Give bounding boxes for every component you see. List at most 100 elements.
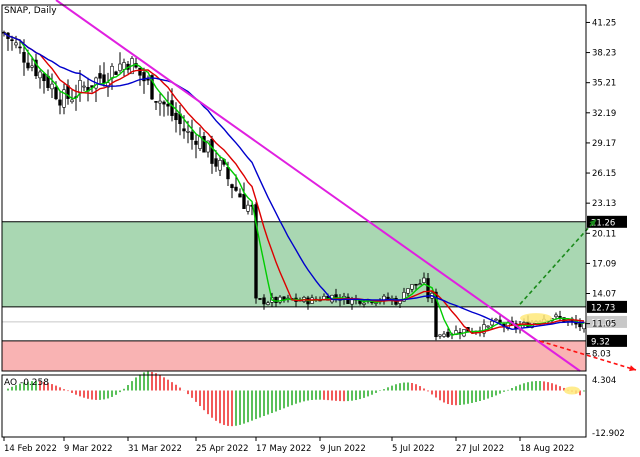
candle-body <box>210 138 214 164</box>
time-tick-label: 9 Jun 2022 <box>320 444 366 454</box>
candle-body <box>346 296 350 304</box>
ao-axis: 4.304 -12.902 <box>592 376 625 439</box>
ma-line-slow <box>3 32 585 331</box>
level-badge-11.22 <box>587 315 627 328</box>
candle-body <box>362 302 366 305</box>
candle-body <box>50 83 54 90</box>
candle-body <box>34 59 38 77</box>
trendline <box>55 0 581 372</box>
candle-body <box>150 75 154 100</box>
candle-body <box>490 320 494 326</box>
candle-body <box>122 62 126 70</box>
price-tick-label: 11.05 <box>592 320 616 330</box>
red-zone <box>2 340 586 371</box>
moving-averages <box>3 32 585 337</box>
price-tick-label: 23.13 <box>592 199 616 209</box>
candlestick-series <box>2 30 586 341</box>
candle-body <box>214 158 218 167</box>
level-badge-text-12.73: 12.73 <box>591 303 615 313</box>
candle-body <box>114 71 118 75</box>
candle-body <box>246 204 250 212</box>
candle-body <box>58 99 62 106</box>
candle-body <box>218 160 222 171</box>
price-tick-label: 41.25 <box>592 18 616 28</box>
forecast-arrows <box>519 218 637 372</box>
candle-body <box>418 283 422 286</box>
level-badge-21.26 <box>587 215 627 228</box>
ao-panel-frame <box>1 374 587 438</box>
price-tick-label: 20.11 <box>592 229 616 239</box>
candle-body <box>18 46 22 49</box>
candle-body <box>38 71 42 79</box>
candle-body <box>10 39 14 41</box>
candle-body <box>190 131 194 140</box>
price-tick-label: 17.09 <box>592 259 616 269</box>
ao-tick-label: -12.902 <box>592 429 625 439</box>
chart-frame <box>1 4 587 438</box>
forecast-arrow-down <box>539 340 637 371</box>
candle-body <box>558 316 562 318</box>
candle-body <box>494 318 498 321</box>
ao-title: AO -0.258 <box>4 378 49 388</box>
candle-body <box>334 294 338 298</box>
ao-tick-label: 4.304 <box>592 376 616 386</box>
candle-body <box>410 284 414 290</box>
level-badge-text-11.22: 11.22 <box>591 318 615 328</box>
candle-body <box>582 322 586 330</box>
chart-title: SNAP, Daily <box>4 6 57 16</box>
time-tick-label: 27 Jul 2022 <box>456 444 504 454</box>
price-axis: 41.25 38.23 35.21 32.19 29.17 26.15 23.13 20.11… <box>586 18 616 360</box>
level-badge-9.32 <box>587 334 627 347</box>
candle-body <box>274 296 278 303</box>
candle-body <box>158 100 162 104</box>
time-tick-label: 25 Apr 2022 <box>196 444 249 454</box>
candle-body <box>22 52 26 63</box>
candle-body <box>186 131 190 133</box>
candle-body <box>422 277 426 283</box>
forecast-arrow-up <box>519 218 597 305</box>
candle-body <box>442 333 446 337</box>
price-tick-label: 35.21 <box>592 79 616 89</box>
candle-body <box>278 296 282 303</box>
candle-body <box>102 74 106 84</box>
highlight-marker <box>520 313 552 324</box>
candle-body <box>146 78 150 81</box>
candle-body <box>226 167 230 180</box>
candle-body <box>30 65 34 68</box>
forecast-arrowhead-down <box>629 365 636 372</box>
candle-body <box>202 136 206 153</box>
price-tick-label: 26.15 <box>592 169 616 179</box>
candle-body <box>446 331 450 337</box>
candle-body <box>98 73 102 79</box>
forecast-arrowhead-up <box>589 219 596 227</box>
candle-body <box>174 112 178 121</box>
candle-body <box>142 72 146 82</box>
ma-line-medium <box>3 32 585 335</box>
candle-body <box>42 73 46 82</box>
candle-body <box>438 334 442 337</box>
candle-body <box>262 297 266 305</box>
price-tick-label: 32.19 <box>592 109 616 119</box>
ao-histogram <box>7 371 585 427</box>
candle-body <box>238 193 242 198</box>
candle-body <box>554 314 558 318</box>
time-tick-label: 9 Mar 2022 <box>64 444 112 454</box>
candle-body <box>230 184 234 189</box>
candle-body <box>254 204 258 299</box>
downtrend-line <box>55 0 581 372</box>
candle-body <box>414 283 418 286</box>
candle-body <box>206 140 210 153</box>
candle-body <box>14 42 18 46</box>
candle-body <box>166 103 170 107</box>
time-tick-label: 5 Jul 2022 <box>392 444 435 454</box>
candle-body <box>434 291 438 338</box>
candle-body <box>406 288 410 294</box>
price-tick-label: 8.03 <box>592 350 611 360</box>
candle-body <box>138 67 142 76</box>
candle-body <box>26 62 30 69</box>
candle-body <box>402 292 406 302</box>
candle-body <box>486 325 490 328</box>
candle-body <box>54 87 58 100</box>
candle-body <box>194 140 198 145</box>
